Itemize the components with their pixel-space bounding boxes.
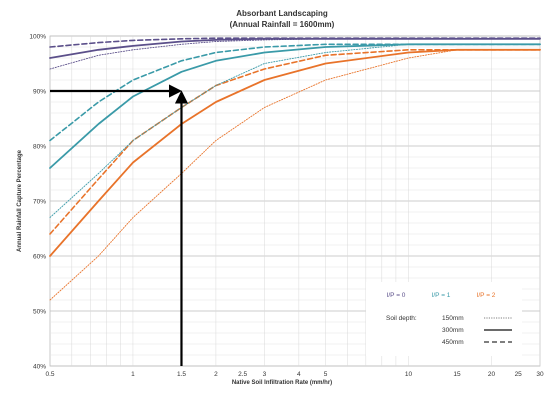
y-axis-ticks: 40% 50% 60% 70% 80% 90% 100% — [29, 34, 46, 371]
legend-soil-depth-label: Soil depth: — [386, 315, 417, 322]
x-tick-label: 20 — [488, 371, 496, 378]
series-line-ip2-150mm — [49, 49, 541, 301]
chart-title: Absorbant Landscaping — [236, 9, 328, 18]
x-tick-label: 2 — [214, 371, 218, 378]
series-line-ip1-300mm — [49, 43, 541, 169]
series-line-ip2-450mm — [49, 48, 541, 235]
x-axis-ticks: 0.5 1 1.5 2 2.5 3 4 5 10 15 20 25 30 — [45, 371, 544, 378]
legend-depth-150: 150mm — [442, 315, 464, 322]
x-tick-label: 0.5 — [45, 371, 54, 378]
chart-subtitle: (Annual Rainfall = 1600mm) — [230, 20, 335, 29]
series-group — [49, 37, 541, 301]
x-axis-label: Native Soil Infiltration Rate (mm/hr) — [232, 380, 332, 386]
legend-depth-450: 450mm — [442, 339, 464, 346]
legend-ip0-label: I/P = 0 — [387, 292, 406, 299]
series-line-ip1-150mm — [49, 43, 541, 218]
x-tick-label: 15 — [453, 371, 461, 378]
series-line-ip0-450mm — [49, 37, 541, 48]
y-tick-label: 100% — [29, 34, 46, 41]
x-tick-label: 10 — [405, 371, 413, 378]
legend-ip1-label: I/P = 1 — [432, 292, 451, 299]
y-tick-label: 50% — [33, 309, 46, 316]
y-tick-label: 70% — [33, 199, 46, 206]
legend-box — [366, 282, 522, 356]
y-tick-label: 90% — [33, 89, 46, 96]
x-tick-label: 4 — [297, 371, 301, 378]
y-tick-label: 40% — [33, 364, 46, 371]
x-tick-label: 25 — [515, 371, 523, 378]
x-tick-label: 3 — [263, 371, 267, 378]
y-tick-label: 80% — [33, 144, 46, 151]
y-tick-label: 60% — [33, 254, 46, 261]
series-line-ip2-300mm — [49, 48, 541, 257]
legend-depth-300: 300mm — [442, 327, 464, 334]
x-tick-label: 30 — [536, 371, 544, 378]
x-tick-label: 5 — [324, 371, 328, 378]
x-tick-label: 2.5 — [238, 371, 247, 378]
x-tick-label: 1 — [131, 371, 135, 378]
legend-ip2-label: I/P = 2 — [477, 292, 496, 299]
x-tick-label: 1.5 — [177, 371, 186, 378]
legend: I/P = 0 I/P = 1 I/P = 2 Soil depth: 150m… — [366, 282, 522, 356]
series-line-ip1-450mm — [49, 43, 541, 142]
annotation-arrows — [50, 84, 189, 366]
y-axis-label: Annual Rainfall Capture Percentage — [17, 149, 23, 252]
